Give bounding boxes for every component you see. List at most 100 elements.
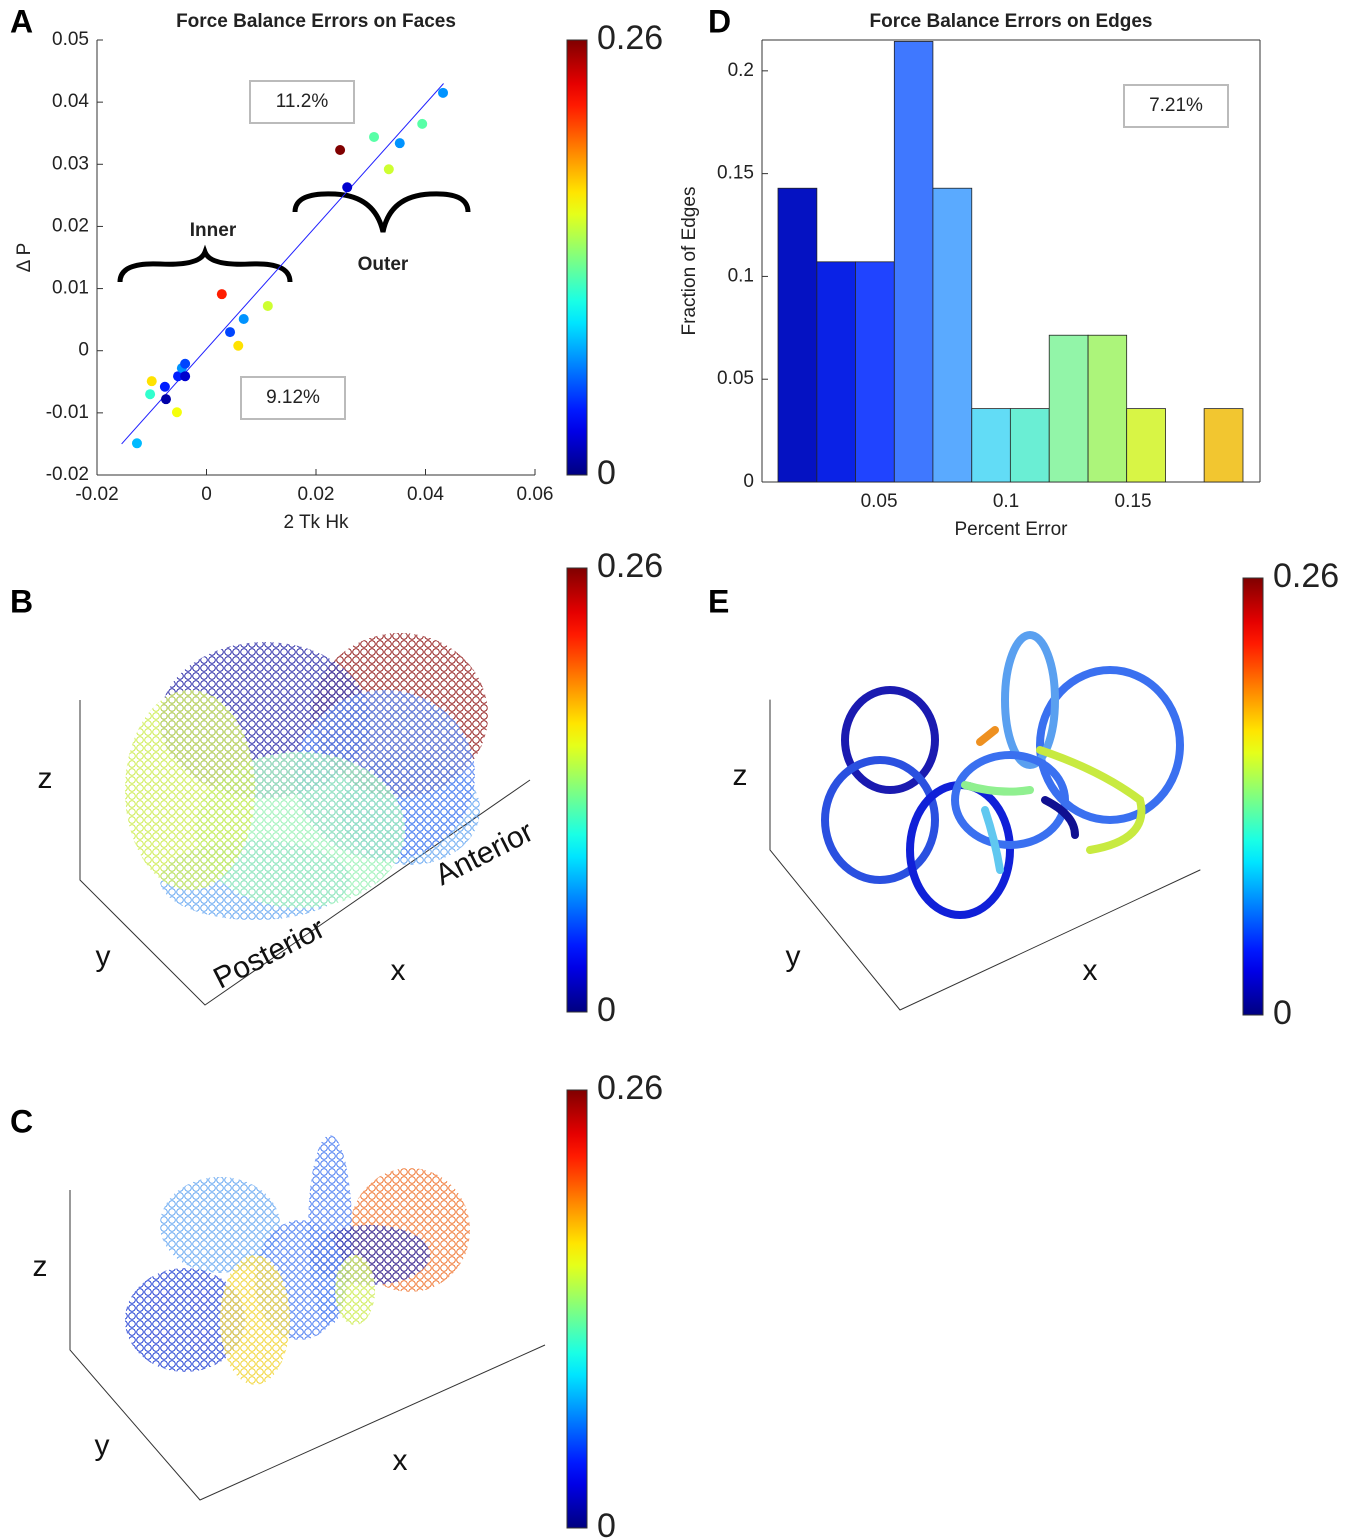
- bar: [1204, 409, 1243, 482]
- point: [225, 327, 235, 337]
- annotation: 7.21%: [1149, 95, 1203, 116]
- colorbar: [567, 40, 587, 475]
- mesh: [335, 1255, 375, 1325]
- mesh: [220, 1255, 290, 1385]
- x-tick-label: 0.06: [517, 484, 554, 505]
- render-c: z y x: [33, 1135, 546, 1500]
- x-tick-label: 0.1: [993, 491, 1019, 512]
- y-tick-label: -0.01: [46, 402, 89, 423]
- point: [180, 359, 190, 369]
- panel-letter: C: [10, 1103, 33, 1139]
- colorbar: [1243, 578, 1263, 1015]
- y-tick-label: 0.2: [728, 60, 754, 81]
- point: [145, 389, 155, 399]
- bar: [855, 262, 894, 482]
- axis-label: y: [96, 940, 111, 973]
- y-tick-label: 0: [743, 471, 754, 492]
- colorbar-label: 0: [597, 1507, 616, 1540]
- x-tick-label: 0.05: [861, 491, 898, 512]
- y-tick-label: 0.05: [52, 29, 89, 50]
- point: [233, 341, 243, 351]
- axis-label: z: [33, 1250, 48, 1283]
- colorbar-label: 0: [597, 991, 616, 1029]
- point: [417, 119, 427, 129]
- point: [263, 301, 273, 311]
- annotation: 11.2%: [276, 91, 329, 112]
- y-axis-label: Fraction of Edges: [679, 187, 700, 336]
- chart-title: Force Balance Errors on Edges: [870, 11, 1153, 32]
- axis-label: y: [786, 940, 801, 973]
- edge: [980, 730, 995, 742]
- axis-label: z: [38, 762, 53, 795]
- annotation: Outer: [358, 254, 409, 275]
- point: [239, 314, 249, 324]
- bar: [778, 188, 817, 482]
- x-tick-label: 0: [201, 484, 212, 505]
- point: [172, 407, 182, 417]
- colorbar: [567, 568, 587, 1012]
- bar: [894, 41, 933, 482]
- point: [180, 371, 190, 381]
- axis-label: x: [393, 1444, 408, 1477]
- bar: [1049, 335, 1088, 482]
- y-tick-label: 0.04: [52, 91, 89, 112]
- point: [160, 382, 170, 392]
- render-b: z y x Posterior Anterior: [38, 633, 539, 1005]
- figure: z y x Posterior Anterior z y x z y: [0, 0, 1359, 1540]
- colorbar-label: 0.26: [597, 547, 663, 585]
- axis-label: x: [391, 954, 406, 987]
- y-tick-label: 0.15: [717, 163, 754, 184]
- point: [342, 182, 352, 192]
- bar: [1127, 409, 1166, 482]
- point: [369, 132, 379, 142]
- x-tick-label: 0.02: [298, 484, 335, 505]
- y-tick-label: 0.03: [52, 153, 89, 174]
- bar: [972, 409, 1011, 482]
- axis-label: y: [95, 1429, 110, 1462]
- chart-title: Force Balance Errors on Faces: [176, 11, 456, 32]
- point: [132, 438, 142, 448]
- point: [395, 138, 405, 148]
- y-tick-label: 0.05: [717, 368, 754, 389]
- edge-loop: [1005, 635, 1055, 765]
- axis-label: x: [1083, 954, 1098, 987]
- x-axis-label: 2 Tk Hk: [283, 512, 349, 533]
- point: [217, 289, 227, 299]
- y-tick-label: -0.02: [46, 464, 89, 485]
- annotation: Posterior: [208, 912, 330, 996]
- edge: [965, 785, 1030, 792]
- x-tick-label: 0.04: [407, 484, 444, 505]
- annotation: Inner: [190, 220, 237, 241]
- point: [384, 164, 394, 174]
- colorbar-label: 0.26: [597, 1069, 663, 1107]
- annotation: 9.12%: [266, 387, 320, 408]
- colorbar-label: 0: [597, 454, 616, 492]
- colorbar-label: 0: [1273, 994, 1292, 1032]
- y-tick-label: 0.01: [52, 278, 89, 299]
- x-tick-label: -0.02: [75, 484, 118, 505]
- render-e: z y x: [733, 635, 1201, 1010]
- x-axis-label: Percent Error: [955, 519, 1069, 540]
- panel-letter: B: [10, 583, 33, 619]
- y-tick-label: 0.1: [728, 265, 754, 286]
- point: [335, 145, 345, 155]
- bar: [817, 262, 856, 482]
- y-axis-label: Δ P: [14, 243, 35, 273]
- bar: [1088, 335, 1127, 482]
- point: [438, 88, 448, 98]
- y-tick-label: 0.02: [52, 215, 89, 236]
- y-tick-label: 0: [78, 340, 89, 361]
- point: [147, 376, 157, 386]
- bar: [933, 188, 972, 482]
- axis-label: z: [733, 759, 748, 792]
- point: [161, 394, 171, 404]
- brace: [120, 252, 290, 282]
- brace: [295, 194, 468, 232]
- colorbar-label: 0.26: [597, 19, 663, 57]
- bar: [1010, 409, 1049, 482]
- mesh: [125, 690, 255, 890]
- panel-letter: E: [708, 583, 729, 619]
- colorbar-label: 0.26: [1273, 557, 1339, 595]
- panel-letter: A: [10, 3, 33, 39]
- colorbar: [567, 1090, 587, 1528]
